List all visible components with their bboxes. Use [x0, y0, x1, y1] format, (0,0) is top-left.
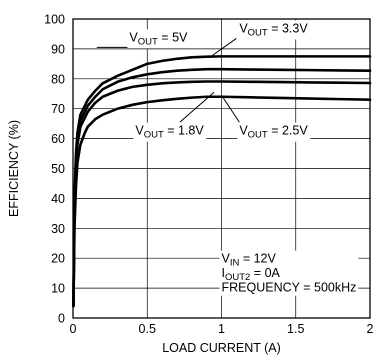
label-leader-line: [179, 91, 215, 123]
y-tick-label: 70: [51, 102, 65, 116]
series-labels: VOUT = 5V VOUT = 3.3V VOUT = 1.8V VOUT = 2.…: [127, 20, 311, 142]
series-lines: [72, 55, 372, 308]
series-label: VOUT = 5V: [129, 30, 188, 47]
plot-frame: [72, 18, 371, 319]
y-tick-label: 40: [51, 192, 65, 206]
y-tick-label: 50: [51, 162, 65, 176]
condition-line: VIN = 12V: [222, 252, 277, 269]
series-line-4: [72, 95, 372, 308]
series-label: VOUT = 3.3V: [239, 21, 308, 38]
series-label: VOUT = 2.5V: [239, 124, 308, 141]
label-background: [237, 122, 311, 142]
x-tick-label: 0.5: [139, 322, 156, 336]
x-tick-label: 0: [70, 322, 77, 336]
label-background: [237, 20, 311, 40]
series-line-3: [72, 80, 372, 308]
y-tick-label: 100: [44, 13, 65, 27]
y-tick-label: 0: [58, 312, 65, 326]
condition-line: IOUT2 = 0A: [222, 266, 281, 283]
y-tick-label: 30: [51, 222, 65, 236]
label-background: [127, 29, 191, 49]
conditions-background: [219, 250, 359, 296]
label-background: [133, 122, 207, 142]
y-tick-label: 60: [51, 132, 65, 146]
y-axis-label: EFFICIENCY (%): [7, 120, 21, 217]
x-tick-label: 1.5: [287, 322, 304, 336]
x-tick-labels: 0 0.5 1 1.5 2: [70, 322, 374, 336]
x-axis-label: LOAD CURRENT (A): [162, 341, 281, 355]
y-tick-label: 20: [51, 252, 65, 266]
y-tick-label: 90: [51, 42, 65, 56]
y-tick-label: 80: [51, 72, 65, 86]
y-tick-label: 10: [51, 282, 65, 296]
y-tick-labels: 0 10 20 30 40 50 60 70 80 90 100: [44, 13, 65, 326]
label-leader-line: [210, 38, 237, 57]
condition-line: FREQUENCY = 500kHz: [222, 281, 357, 295]
series-label: VOUT = 1.8V: [135, 124, 204, 141]
label-leader-line: [221, 94, 240, 123]
x-tick-label: 2: [367, 322, 374, 336]
x-tick-label: 1: [218, 322, 225, 336]
